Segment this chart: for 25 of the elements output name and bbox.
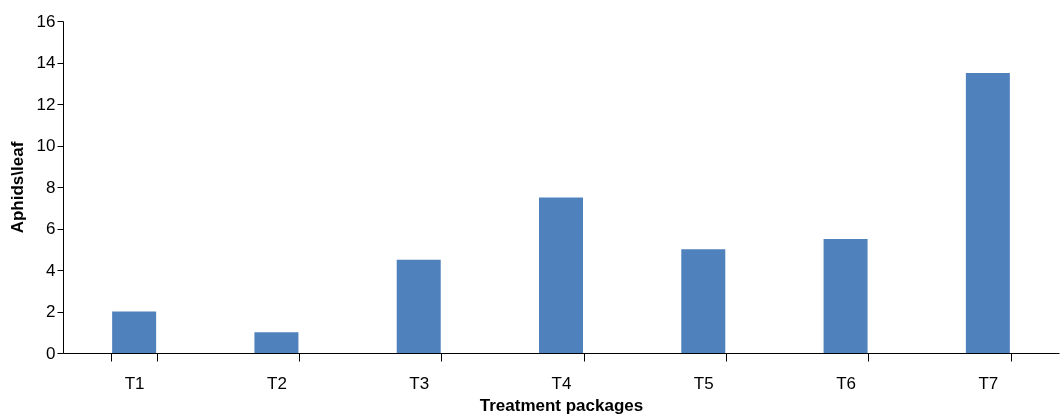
y-tick-label: 12 xyxy=(36,94,56,114)
x-tick-label: T3 xyxy=(409,373,430,393)
x-tick-label: T2 xyxy=(267,373,287,393)
bar xyxy=(823,238,868,353)
bar xyxy=(112,311,157,353)
y-tick-label: 14 xyxy=(36,53,56,72)
y-tick-label: 6 xyxy=(46,219,56,238)
bar xyxy=(539,197,583,353)
bar xyxy=(681,249,726,353)
x-tick-label: T7 xyxy=(978,373,999,393)
y-tick-label: 4 xyxy=(46,260,56,280)
y-tick-label: 16 xyxy=(36,11,56,31)
x-tick-label: T6 xyxy=(836,373,856,393)
x-tick-label: T1 xyxy=(124,373,145,393)
y-axis-title: Aphids\leaf xyxy=(7,141,27,234)
x-tick-label: T4 xyxy=(551,373,572,393)
x-axis-title: Treatment packages xyxy=(479,395,644,415)
x-tick-label: T5 xyxy=(693,373,714,393)
y-tick-label: 2 xyxy=(46,302,56,321)
bar xyxy=(396,259,441,353)
bar xyxy=(254,332,299,353)
y-tick-label: 0 xyxy=(46,343,56,363)
bar xyxy=(965,72,1010,353)
y-tick-label: 8 xyxy=(46,177,56,197)
y-tick-label: 10 xyxy=(36,136,56,155)
